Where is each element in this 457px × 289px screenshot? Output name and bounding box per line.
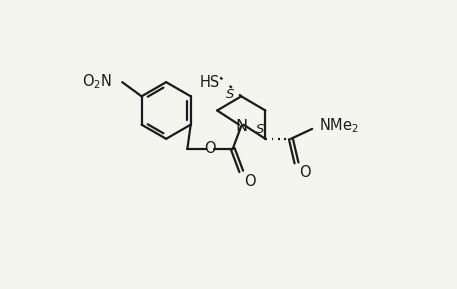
Text: S: S xyxy=(226,88,234,101)
Text: O: O xyxy=(244,174,256,189)
Text: O: O xyxy=(204,141,216,156)
Text: N: N xyxy=(235,118,247,134)
Text: O$_2$N: O$_2$N xyxy=(82,73,112,92)
Text: HS: HS xyxy=(200,75,220,90)
Text: S: S xyxy=(255,123,264,136)
Text: O: O xyxy=(299,165,310,180)
Text: NMe$_2$: NMe$_2$ xyxy=(319,117,359,136)
